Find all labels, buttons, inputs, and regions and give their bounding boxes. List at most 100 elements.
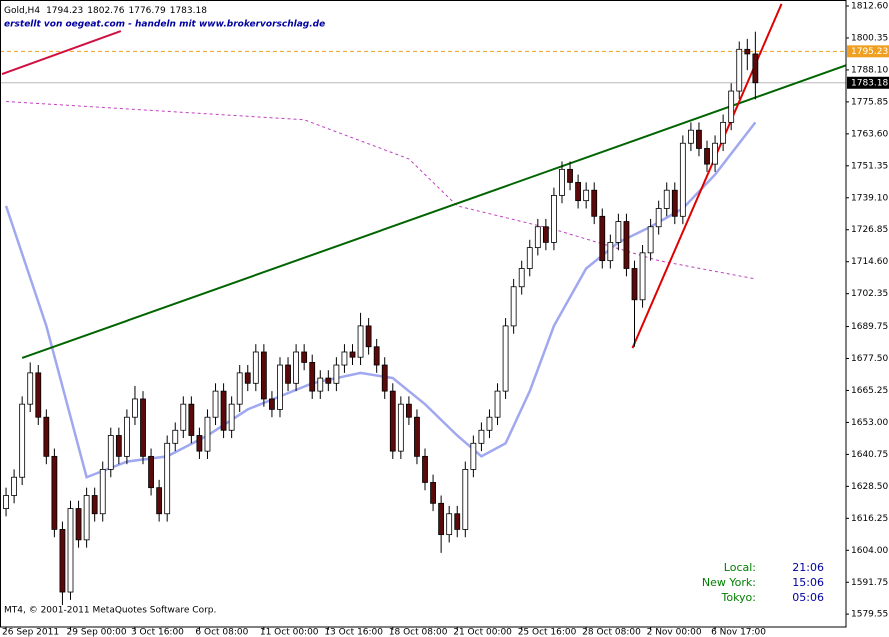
y-tick-label: 1591.75 <box>851 578 888 588</box>
clock-time: 15:06 <box>792 576 824 589</box>
candle-body <box>196 435 203 452</box>
candle-body <box>172 429 179 444</box>
candle-body <box>446 513 453 536</box>
last-open: 1794.23 <box>46 6 83 16</box>
x-tick-label: 18 Oct 08:00 <box>389 628 448 637</box>
candle-body <box>349 351 356 358</box>
subtitle: erstellt von oegeat.com - handeln mit ww… <box>4 20 325 30</box>
y-tick-label: 1788.10 <box>851 65 888 75</box>
candle-body <box>333 364 340 384</box>
candle-body <box>639 252 646 301</box>
candle-body <box>752 53 759 84</box>
candle-body <box>470 442 477 470</box>
candle-body <box>494 390 501 418</box>
candle-body <box>83 495 90 541</box>
price-tag <box>847 45 889 58</box>
candle-body <box>99 469 106 515</box>
symbol: Gold,H4 <box>4 6 40 16</box>
y-tick-label: 1763.60 <box>851 129 888 139</box>
candle-body <box>11 476 18 496</box>
x-tick-label: 3 Oct 16:00 <box>131 628 184 637</box>
candle-body <box>591 189 598 217</box>
candle-body <box>132 398 138 418</box>
candle-body <box>736 48 743 92</box>
candle-body <box>486 416 493 431</box>
candle-body <box>51 455 58 530</box>
indicator-line <box>1 30 122 76</box>
y-tick-label: 1665.25 <box>851 386 888 396</box>
candle-body <box>124 416 130 457</box>
candle-body <box>341 351 348 366</box>
y-tick-label: 1800.35 <box>851 33 888 43</box>
candle-body <box>260 351 267 400</box>
candle-body <box>542 226 549 243</box>
candle-body <box>405 403 412 418</box>
candle-body <box>559 168 565 196</box>
price-tag-label: 1795.23 <box>851 47 888 57</box>
candle-body <box>317 377 324 392</box>
candle-body <box>397 403 404 452</box>
candle-body <box>414 416 420 457</box>
x-tick-label: 2 Nov 00:00 <box>647 628 702 637</box>
y-tick-label: 1726.85 <box>851 225 888 235</box>
candle-body <box>115 435 122 457</box>
candle-body <box>599 215 606 262</box>
candle-body <box>27 372 34 405</box>
candle-body <box>3 495 9 509</box>
candle-body <box>228 403 235 431</box>
candle-body <box>381 364 388 392</box>
candle-body <box>704 148 710 165</box>
candle-body <box>59 529 66 593</box>
candle-body <box>422 455 428 483</box>
candle-body <box>551 195 557 243</box>
candle-body <box>534 226 541 249</box>
candle-body <box>712 142 718 165</box>
price-tag <box>847 76 889 89</box>
candle-body <box>309 362 316 392</box>
candle-body <box>389 390 396 452</box>
y-tick-label: 1604.00 <box>851 546 888 556</box>
candle-body <box>285 364 291 384</box>
candle-body <box>244 372 251 384</box>
indicator-line <box>21 64 846 359</box>
candle-body <box>365 325 372 348</box>
candle-body <box>188 403 195 436</box>
candle-body <box>67 508 74 593</box>
candle-body <box>236 372 243 405</box>
header: Gold,H4 1794.23 1802.76 1776.79 1783.18 <box>4 6 207 16</box>
clock-label: Local: <box>724 561 756 574</box>
candle-body <box>696 129 702 149</box>
candle-body <box>478 429 485 444</box>
candle-body <box>301 351 308 363</box>
candle-body <box>269 398 275 410</box>
candle-body <box>91 495 98 515</box>
y-tick-label: 1628.50 <box>851 482 888 492</box>
candle-body <box>204 416 211 452</box>
candle-body <box>252 351 259 384</box>
y-tick-label: 1739.10 <box>851 193 888 203</box>
y-tick-label: 1751.35 <box>851 161 888 171</box>
candle-body <box>728 90 735 123</box>
candle-body <box>148 455 154 489</box>
last-high: 1802.76 <box>87 6 124 16</box>
x-tick-label: 25 Oct 16:00 <box>518 628 577 637</box>
candle-body <box>75 508 82 541</box>
candle-body <box>325 377 332 384</box>
y-tick-label: 1653.00 <box>851 418 888 428</box>
candle-body <box>156 487 163 515</box>
indicator-line <box>6 100 756 280</box>
last-close: 1783.18 <box>170 6 207 16</box>
candle-body <box>623 221 630 269</box>
candle-body <box>140 398 146 457</box>
candle-body <box>575 181 581 202</box>
y-tick-label: 1640.75 <box>851 450 888 460</box>
x-tick-label: 29 Sep 00:00 <box>67 628 127 637</box>
candle-body <box>164 442 171 515</box>
candle-body <box>631 268 638 301</box>
y-tick-label: 1702.35 <box>851 289 888 299</box>
x-tick-label: 26 Sep 2011 <box>2 628 59 637</box>
candle-body <box>430 482 436 504</box>
candle-body <box>526 247 533 269</box>
candle-body <box>454 513 461 530</box>
